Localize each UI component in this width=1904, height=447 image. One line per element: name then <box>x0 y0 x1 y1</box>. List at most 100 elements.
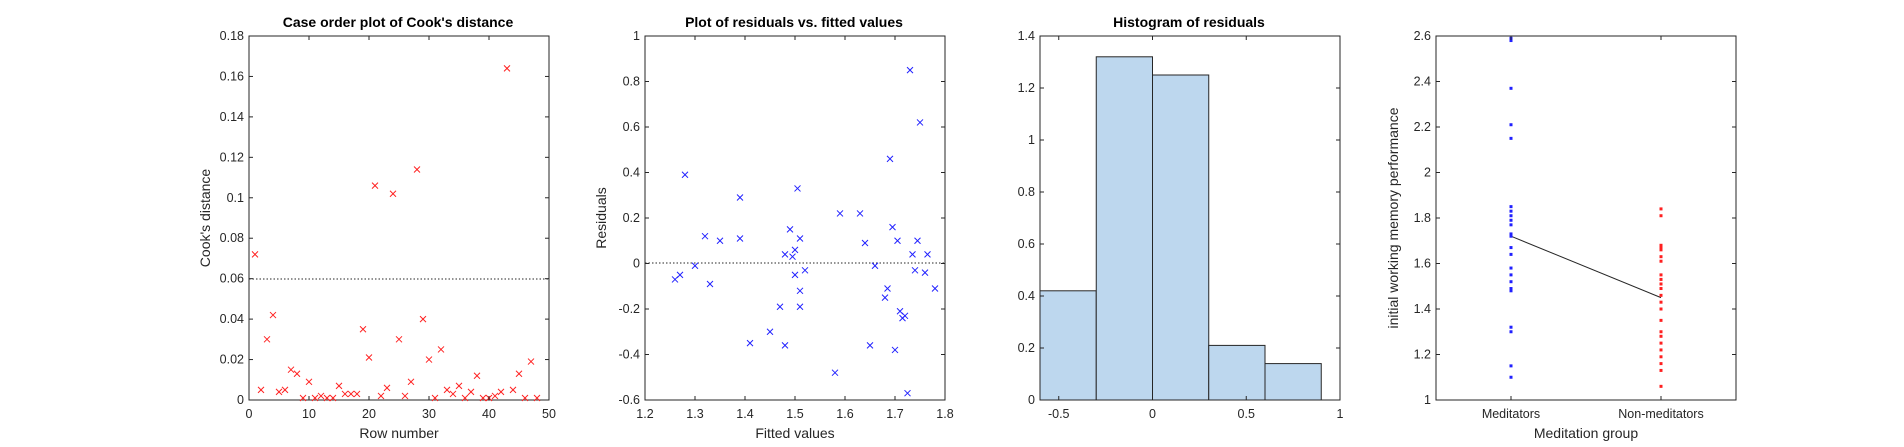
y-tick-label: -0.6 <box>618 393 640 407</box>
y-tick-label: -0.4 <box>618 348 640 362</box>
cooks-point <box>413 166 421 173</box>
non-meditator-point <box>1659 384 1663 388</box>
residual-point <box>736 194 744 201</box>
cooks-point <box>425 356 433 363</box>
cooks-point <box>365 354 373 361</box>
y-tick-label: 1.2 <box>1018 81 1035 95</box>
residual-point <box>791 271 799 279</box>
non-meditator-point <box>1659 293 1663 297</box>
cooks-point <box>419 315 427 323</box>
non-meditator-point <box>1659 300 1663 304</box>
non-meditator-point <box>1659 341 1663 345</box>
residual-point <box>924 251 931 258</box>
residual-point <box>691 262 699 270</box>
meditator-point <box>1509 287 1513 291</box>
cooks-point <box>461 394 469 402</box>
y-tick-label: 0 <box>1028 393 1035 407</box>
cooks-point <box>341 390 349 398</box>
histogram-bar <box>1152 74 1210 401</box>
meditator-point <box>1509 273 1513 277</box>
meditator-point <box>1509 214 1513 218</box>
non-meditator-point <box>1659 307 1663 311</box>
x-tick-label: 50 <box>542 407 556 421</box>
y-tick-label: 1 <box>1424 393 1431 407</box>
residuals-fitted-panel: Plot of residuals vs. fitted values 1.2 1… <box>593 14 954 441</box>
y-tick-label: -0.2 <box>618 302 640 316</box>
histogram-bar <box>1208 344 1266 401</box>
cooks-point <box>353 390 361 398</box>
non-meditator-point <box>1659 368 1663 372</box>
cooks-point <box>269 311 277 319</box>
y-tick-label: 0.08 <box>220 231 244 245</box>
cooks-point <box>401 392 409 400</box>
non-meditator-point <box>1659 277 1663 281</box>
cooks-point <box>275 388 283 396</box>
residual-point <box>906 66 914 74</box>
residuals-ylabel: Residuals <box>593 187 609 248</box>
residual-point <box>776 303 784 311</box>
cooks-point <box>281 386 289 394</box>
residual-point <box>791 246 799 254</box>
x-tick-label: 1 <box>1337 407 1344 421</box>
histogram-title: Histogram of residuals <box>1113 14 1265 30</box>
x-tick-label: 0 <box>246 407 253 421</box>
cooks-point <box>395 335 403 343</box>
cooks-point <box>305 378 313 386</box>
cooks-point <box>431 394 439 402</box>
cooks-point <box>437 346 445 353</box>
non-meditator-point <box>1659 246 1663 250</box>
residual-point <box>894 237 901 245</box>
residual-point <box>921 269 929 276</box>
residual-point <box>889 223 896 231</box>
x-tick-label: 1.8 <box>936 407 953 421</box>
cooks-point <box>449 390 457 398</box>
y-tick-label: 0.02 <box>220 353 244 367</box>
residual-point <box>796 303 804 311</box>
non-meditator-point <box>1659 282 1663 286</box>
residual-point <box>794 185 801 192</box>
x-tick-label: 0 <box>1149 407 1156 421</box>
residual-point <box>716 237 724 245</box>
non-meditator-point <box>1659 273 1663 277</box>
cooks-title: Case order plot of Cook's distance <box>283 14 514 30</box>
residual-point <box>801 266 809 274</box>
meditator-point <box>1509 280 1513 284</box>
residual-point <box>766 328 774 336</box>
residual-point <box>931 285 939 292</box>
meditator-point <box>1509 209 1513 213</box>
x-tick-label: Non-meditators <box>1618 407 1703 421</box>
residual-point <box>911 266 919 274</box>
residual-point <box>831 369 839 377</box>
y-tick-label: 0.2 <box>623 211 640 225</box>
meditator-point <box>1509 232 1513 236</box>
cooks-point <box>383 384 391 392</box>
residual-point <box>681 171 689 179</box>
residual-point <box>706 280 714 288</box>
memory-ylabel: initial working memory performance <box>1385 107 1401 328</box>
residual-point <box>786 226 794 233</box>
cooks-point <box>263 335 271 343</box>
non-meditator-point <box>1659 214 1663 218</box>
histogram-bar <box>1264 363 1322 401</box>
cooks-point <box>359 325 367 333</box>
meditator-point <box>1509 136 1513 140</box>
x-tick-label: 1.3 <box>686 407 703 421</box>
meditator-point <box>1509 39 1513 43</box>
cooks-point <box>509 386 517 394</box>
residual-point <box>701 232 709 240</box>
non-meditator-point <box>1659 318 1663 322</box>
meditator-point <box>1509 266 1513 270</box>
residual-point <box>796 287 804 295</box>
residual-point <box>904 389 911 397</box>
residual-point <box>891 346 899 354</box>
cooks-point <box>293 370 301 378</box>
non-meditator-point <box>1659 362 1663 366</box>
meditator-point <box>1509 289 1513 293</box>
cooks-axes-box <box>248 35 550 401</box>
residual-point <box>871 262 879 270</box>
non-meditator-point <box>1659 355 1663 359</box>
x-tick-label: 40 <box>482 407 496 421</box>
residual-point <box>884 285 891 292</box>
residuals-axes-box <box>644 35 946 401</box>
meditator-point <box>1509 325 1513 329</box>
